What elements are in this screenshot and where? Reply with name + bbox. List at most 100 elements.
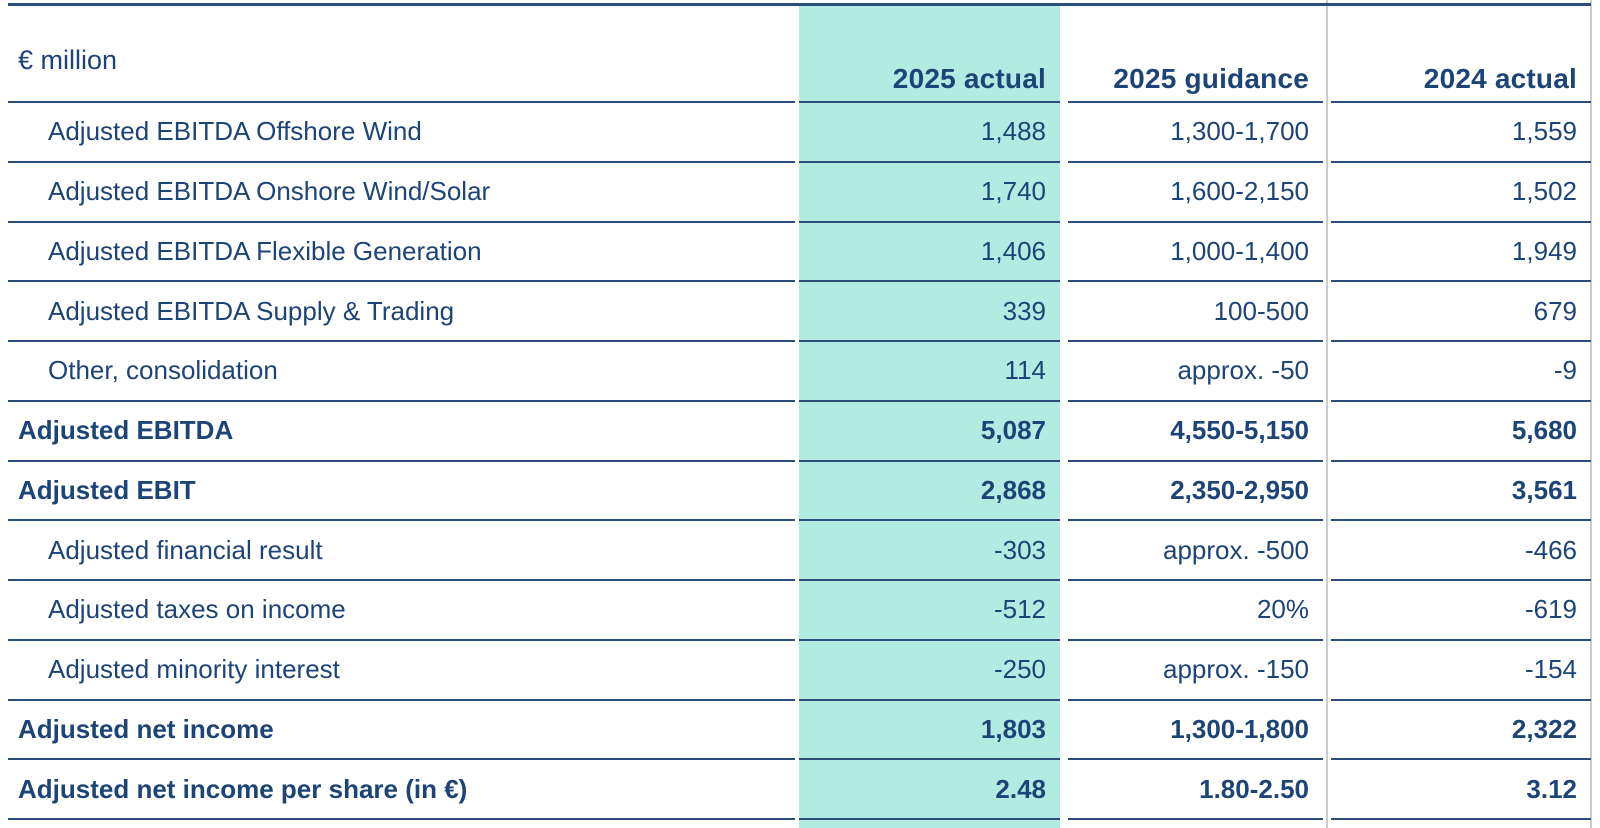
column-gutter bbox=[1323, 5, 1331, 103]
cell-2025-guidance: 1,300-1,700 bbox=[1068, 103, 1323, 163]
cell-2025-guidance: 1,000-1,400 bbox=[1068, 223, 1323, 283]
row-label: Adjusted taxes on income bbox=[8, 581, 795, 641]
cell-2025-actual: -512 bbox=[799, 581, 1060, 641]
row-label: Adjusted EBITDA Onshore Wind/Solar bbox=[8, 163, 795, 223]
column-gutter bbox=[1323, 282, 1331, 342]
column-header-2025-guidance: 2025 guidance bbox=[1068, 5, 1323, 103]
right-margin bbox=[1591, 282, 1600, 342]
cell-2025-actual: 1,406 bbox=[799, 223, 1060, 283]
cell-2025-guidance: 1,600-2,150 bbox=[1068, 163, 1323, 223]
row-label: Adjusted minority interest bbox=[8, 641, 795, 701]
column-gutter bbox=[1323, 521, 1331, 581]
column-gutter bbox=[1323, 760, 1331, 820]
cell-2025-actual: 114 bbox=[799, 342, 1060, 402]
column-gutter bbox=[1060, 223, 1068, 283]
right-margin bbox=[1591, 760, 1600, 820]
column-gutter bbox=[1323, 462, 1331, 522]
table-row: Adjusted net income per share (in €) 2.48… bbox=[8, 760, 1600, 820]
row-label: Adjusted net income bbox=[8, 701, 795, 761]
column-gutter bbox=[1060, 521, 1068, 581]
cell-2024-actual: 1,949 bbox=[1331, 223, 1591, 283]
cell-2025-guidance: 100-500 bbox=[1068, 282, 1323, 342]
right-margin bbox=[1591, 462, 1600, 522]
table-right-edge-line bbox=[1590, 0, 1592, 828]
cell-2025-actual: -250 bbox=[799, 641, 1060, 701]
cell-2024-actual: 1,559 bbox=[1331, 103, 1591, 163]
column-gutter bbox=[1323, 641, 1331, 701]
row-label: Adjusted EBITDA Supply & Trading bbox=[8, 282, 795, 342]
table-row: Adjusted taxes on income -512 20% -619 bbox=[8, 581, 1600, 641]
cell-2025-guidance: approx. -150 bbox=[1068, 641, 1323, 701]
cell-2025-guidance: 1.80-2.50 bbox=[1068, 760, 1323, 820]
cell-2024-actual: -9 bbox=[1331, 342, 1591, 402]
column-gutter bbox=[1060, 5, 1068, 103]
row-label: Adjusted EBIT bbox=[8, 462, 795, 522]
cell-2025-actual: 2.48 bbox=[799, 760, 1060, 820]
unit-label: € million bbox=[8, 5, 795, 103]
table-row: Adjusted EBITDA Onshore Wind/Solar 1,740 1… bbox=[8, 163, 1600, 223]
cell-2025-actual: 1,803 bbox=[799, 701, 1060, 761]
column-gutter bbox=[1323, 701, 1331, 761]
right-margin bbox=[1591, 402, 1600, 462]
column-gutter bbox=[1323, 581, 1331, 641]
column-gutter bbox=[1323, 163, 1331, 223]
cell-2025-actual: 2,868 bbox=[799, 462, 1060, 522]
cell-2024-actual: 2,322 bbox=[1331, 701, 1591, 761]
table-grid: € million 2025 actual 2025 guidance 2024… bbox=[8, 5, 1600, 820]
table-row: Adjusted minority interest -250 approx. -1… bbox=[8, 641, 1600, 701]
column-gutter bbox=[1060, 581, 1068, 641]
table-top-rule bbox=[8, 3, 1591, 6]
right-margin bbox=[1591, 342, 1600, 402]
right-margin bbox=[1591, 5, 1600, 103]
cell-2025-actual: 339 bbox=[799, 282, 1060, 342]
cell-2025-guidance: approx. -50 bbox=[1068, 342, 1323, 402]
right-margin bbox=[1591, 581, 1600, 641]
column-gutter bbox=[1323, 223, 1331, 283]
cell-2024-actual: -466 bbox=[1331, 521, 1591, 581]
cell-2025-actual: 5,087 bbox=[799, 402, 1060, 462]
table-row: Adjusted EBITDA Flexible Generation 1,406… bbox=[8, 223, 1600, 283]
row-label: Adjusted EBITDA bbox=[8, 402, 795, 462]
cell-2025-guidance: 4,550-5,150 bbox=[1068, 402, 1323, 462]
table-row: Adjusted net income 1,803 1,300-1,800 2,322 bbox=[8, 701, 1600, 761]
right-margin bbox=[1591, 521, 1600, 581]
column-gutter bbox=[1323, 342, 1331, 402]
column-gutter bbox=[1323, 402, 1331, 462]
column-header-2025-actual: 2025 actual bbox=[799, 5, 1060, 103]
column-gutter bbox=[1060, 641, 1068, 701]
table-row: Adjusted financial result -303 approx. -50… bbox=[8, 521, 1600, 581]
column-gutter bbox=[1060, 402, 1068, 462]
cell-2025-guidance: approx. -500 bbox=[1068, 521, 1323, 581]
column-gutter bbox=[1060, 103, 1068, 163]
cell-2024-actual: 1,502 bbox=[1331, 163, 1591, 223]
right-margin bbox=[1591, 223, 1600, 283]
column-gutter bbox=[1060, 701, 1068, 761]
right-margin bbox=[1591, 641, 1600, 701]
column-gutter bbox=[1323, 103, 1331, 163]
column-gutter bbox=[1060, 342, 1068, 402]
right-margin bbox=[1591, 163, 1600, 223]
cell-2024-actual: -154 bbox=[1331, 641, 1591, 701]
cell-2024-actual: 3,561 bbox=[1331, 462, 1591, 522]
table-row: Adjusted EBITDA 5,087 4,550-5,150 5,680 bbox=[8, 402, 1600, 462]
table-row: Adjusted EBIT 2,868 2,350-2,950 3,561 bbox=[8, 462, 1600, 522]
highlight-column-band bbox=[799, 5, 1060, 828]
column-header-2024-actual: 2024 actual bbox=[1331, 5, 1591, 103]
table-row: Other, consolidation 114 approx. -50 -9 bbox=[8, 342, 1600, 402]
cell-2024-actual: 5,680 bbox=[1331, 402, 1591, 462]
cell-2025-guidance: 20% bbox=[1068, 581, 1323, 641]
cell-2024-actual: 679 bbox=[1331, 282, 1591, 342]
cell-2025-actual: 1,488 bbox=[799, 103, 1060, 163]
right-margin bbox=[1591, 701, 1600, 761]
cell-2024-actual: 3.12 bbox=[1331, 760, 1591, 820]
column-divider-line bbox=[1326, 0, 1328, 828]
cell-2025-actual: -303 bbox=[799, 521, 1060, 581]
table-row: Adjusted EBITDA Supply & Trading 339 100-5… bbox=[8, 282, 1600, 342]
column-gutter bbox=[1060, 760, 1068, 820]
table-header-row: € million 2025 actual 2025 guidance 2024… bbox=[8, 5, 1600, 103]
right-margin bbox=[1591, 103, 1600, 163]
table-row: Adjusted EBITDA Offshore Wind 1,488 1,300-… bbox=[8, 103, 1600, 163]
cell-2024-actual: -619 bbox=[1331, 581, 1591, 641]
cell-2025-guidance: 1,300-1,800 bbox=[1068, 701, 1323, 761]
